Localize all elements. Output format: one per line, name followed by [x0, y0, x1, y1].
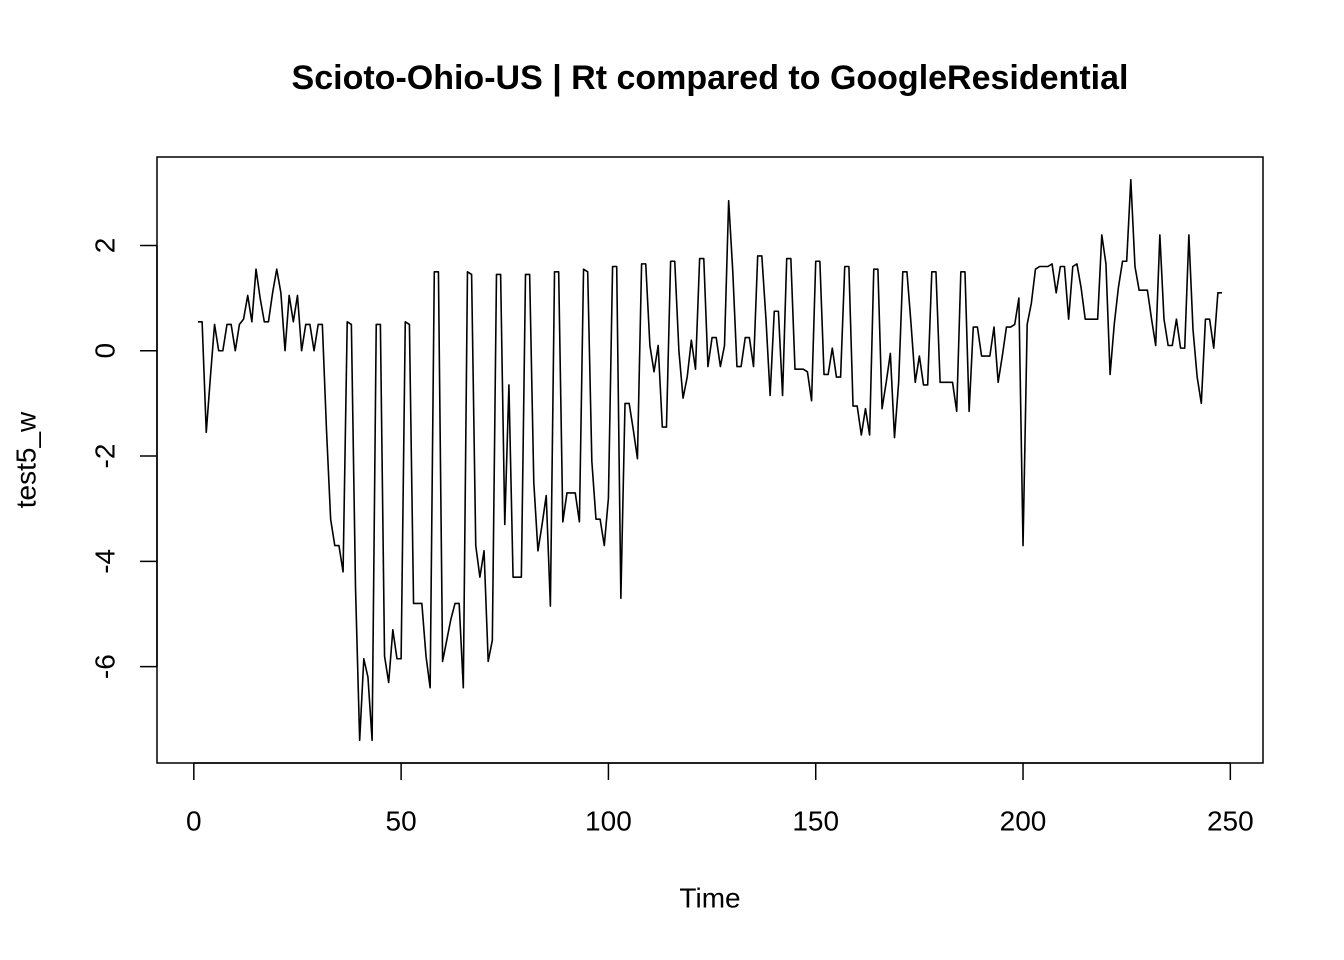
x-tick-label: 50 [386, 805, 417, 836]
y-tick-label: -4 [89, 549, 120, 574]
chart-title: Scioto-Ohio-US | Rt compared to GoogleRe… [292, 59, 1129, 97]
x-tick-label: 150 [792, 805, 839, 836]
y-tick-label: -2 [89, 444, 120, 469]
x-tick-label: 100 [585, 805, 632, 836]
x-tick-label: 250 [1207, 805, 1254, 836]
y-tick-label: -6 [89, 654, 120, 679]
series-line [197, 178, 1223, 742]
x-tick-label: 200 [1000, 805, 1047, 836]
x-tick-label: 0 [186, 805, 202, 836]
y-tick-label: 2 [89, 238, 120, 254]
y-tick-label: 0 [89, 343, 120, 359]
y-axis-label: test5_w [10, 411, 41, 508]
x-axis-label: Time [679, 882, 740, 913]
